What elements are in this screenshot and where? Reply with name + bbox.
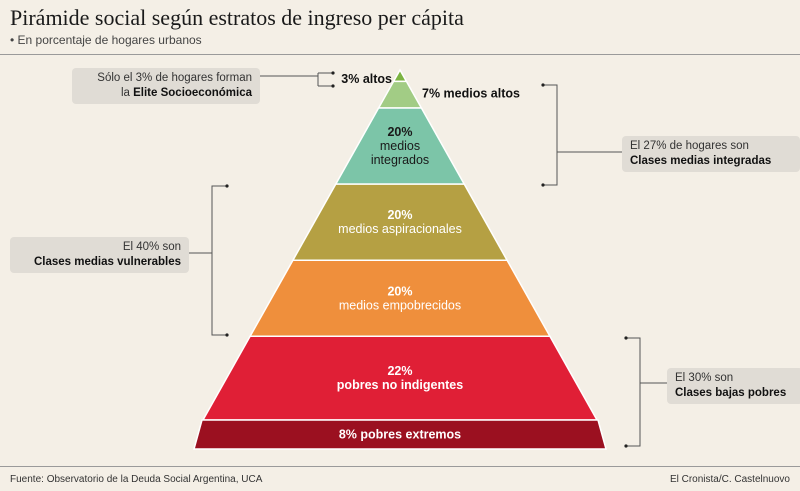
dot <box>541 183 545 187</box>
callout-elite-line1: Sólo el 3% de hogares forman <box>97 72 252 84</box>
dot <box>624 336 628 340</box>
callout-medias-bold: Clases medias integradas <box>630 155 772 167</box>
callout-elite-line2: la Elite Socioeconómica <box>120 87 252 99</box>
dot <box>225 184 229 188</box>
tier-label-2-line-1: medios <box>380 139 420 153</box>
callout-bajas-bold: Clases bajas pobres <box>675 387 787 399</box>
pyramid-tier-altos <box>392 68 408 83</box>
tier-label-2-line-0: 20% <box>387 125 412 139</box>
chart-title: Pirámide social según estratos de ingres… <box>10 5 464 30</box>
credit-note: El Cronista/C. Castelnuovo <box>669 474 790 485</box>
chart-subtitle: • En porcentaje de hogares urbanos <box>10 33 202 47</box>
tier-label-3-line-0: 20% <box>387 208 412 222</box>
tier-label-5-line-0: 22% <box>387 364 412 378</box>
tier-label-4-line-0: 20% <box>387 284 412 298</box>
dot <box>331 71 335 75</box>
tier-label-5-line-1: pobres no indigentes <box>337 378 463 392</box>
callout-bajas-pobres: El 30% son Clases bajas pobres <box>667 368 800 404</box>
dot <box>331 84 335 88</box>
tier-label-1-line-0: 7% medios altos <box>422 86 520 100</box>
callout-medias-line1: El 27% de hogares son <box>630 140 749 152</box>
callout-vulnerables: El 40% son Clases medias vulnerables <box>10 237 189 273</box>
bottom-divider <box>0 466 800 467</box>
callout-vulnerables-line1: El 40% son <box>122 241 181 253</box>
source-note: Fuente: Observatorio de la Deuda Social … <box>10 474 263 485</box>
bracket-elite <box>245 72 333 87</box>
pyramid-tiers <box>193 68 607 450</box>
top-divider <box>0 54 800 55</box>
pyramid-tier-pobres-extremos <box>193 419 607 450</box>
callout-elite-bold: Elite Socioeconómica <box>133 87 252 99</box>
callout-elite: Sólo el 3% de hogares forman la Elite So… <box>72 68 260 104</box>
callout-medias-integradas: El 27% de hogares son Clases medias inte… <box>622 136 800 172</box>
tier-label-0-line-0: 3% altos <box>341 72 392 86</box>
dot <box>624 444 628 448</box>
callout-dots <box>225 71 628 448</box>
dot <box>541 83 545 87</box>
tier-label-2-line-2: integrados <box>371 153 429 167</box>
callout-vulnerables-bold: Clases medias vulnerables <box>33 256 181 268</box>
bracket-bajas-pobres <box>626 337 667 447</box>
tier-label-3-line-1: medios aspiracionales <box>338 222 462 236</box>
tier-label-6-line-0: 8% pobres extremos <box>339 428 461 442</box>
bracket-medias-integradas <box>543 84 622 186</box>
tier-label-4-line-1: medios empobrecidos <box>339 298 461 312</box>
dot <box>225 333 229 337</box>
callout-bajas-line1: El 30% son <box>675 372 734 384</box>
